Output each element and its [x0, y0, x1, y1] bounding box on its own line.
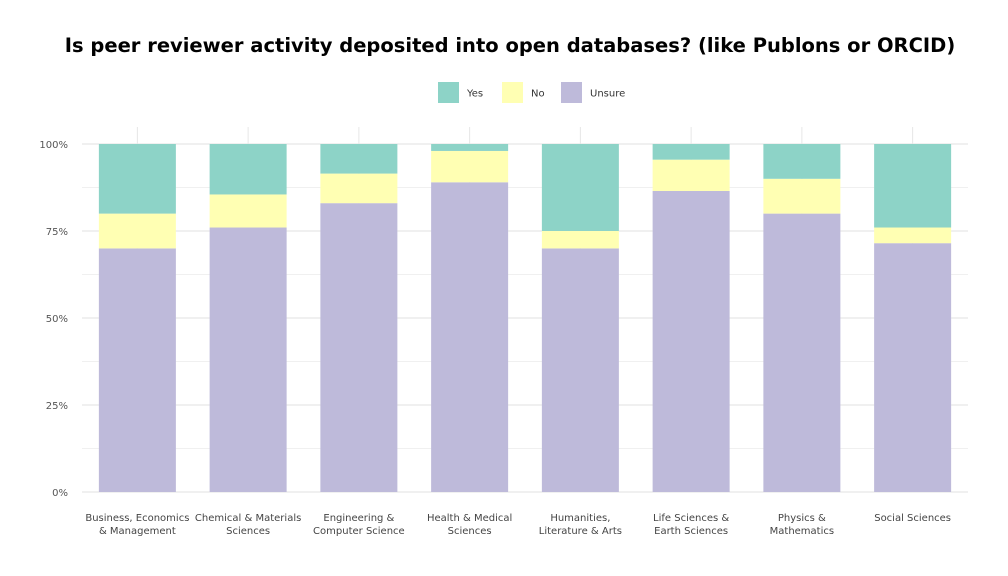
- x-tick-label: Physics & Mathematics: [770, 513, 834, 537]
- legend-swatch-no: [502, 82, 523, 103]
- bar-unsure-3: [431, 182, 509, 492]
- bar-no-6: [763, 178, 841, 214]
- bar-yes-5: [652, 144, 730, 160]
- bar-yes-7: [874, 144, 952, 228]
- x-tick-label: Health & Medical Sciences: [427, 513, 512, 537]
- bar-no-7: [874, 227, 952, 244]
- legend-label-unsure: Unsure: [590, 89, 625, 100]
- bar-yes-1: [209, 144, 287, 195]
- x-tick-label: Chemical & Materials Sciences: [195, 513, 301, 537]
- legend-swatch-yes: [438, 82, 459, 103]
- chart-title: Is peer reviewer activity deposited into…: [64, 34, 956, 57]
- y-tick-label: 25%: [46, 401, 68, 412]
- bar-unsure-5: [652, 190, 730, 493]
- bar-yes-6: [763, 144, 841, 179]
- y-tick-label: 0%: [52, 488, 68, 499]
- bar-yes-0: [98, 144, 176, 214]
- x-tick-label: Business, Economics & Management: [85, 513, 189, 537]
- bar-no-5: [652, 159, 730, 191]
- legend-swatch-unsure: [561, 82, 582, 103]
- x-tick-label: Humanities, Literature & Arts: [539, 513, 622, 537]
- bar-yes-3: [431, 144, 509, 151]
- bar-unsure-0: [98, 248, 176, 492]
- bar-unsure-6: [763, 213, 841, 492]
- bar-no-3: [431, 150, 509, 183]
- y-tick-label: 50%: [46, 314, 68, 325]
- x-tick-label: Engineering & Computer Science: [313, 513, 405, 537]
- y-tick-label: 75%: [46, 227, 68, 238]
- bar-no-1: [209, 194, 287, 228]
- legend-label-yes: Yes: [466, 89, 483, 100]
- x-tick-label: Life Sciences & Earth Sciences: [653, 513, 729, 537]
- bar-yes-2: [320, 144, 398, 174]
- bar-unsure-4: [541, 248, 619, 492]
- bar-yes-4: [541, 144, 619, 231]
- bar-no-4: [541, 231, 619, 249]
- legend: Yes No Unsure: [438, 82, 625, 103]
- bar-unsure-7: [874, 243, 952, 492]
- bar-unsure-1: [209, 227, 287, 492]
- x-axis: Business, Economics & ManagementChemical …: [85, 513, 951, 537]
- y-tick-label: 100%: [39, 140, 68, 151]
- bar-unsure-2: [320, 203, 398, 492]
- bar-layer: [98, 144, 952, 493]
- y-axis: 0% 25% 50% 75% 100%: [39, 140, 68, 499]
- bar-no-2: [320, 173, 398, 204]
- legend-label-no: No: [531, 89, 545, 100]
- bar-no-0: [98, 213, 176, 249]
- x-tick-label: Social Sciences: [874, 513, 951, 524]
